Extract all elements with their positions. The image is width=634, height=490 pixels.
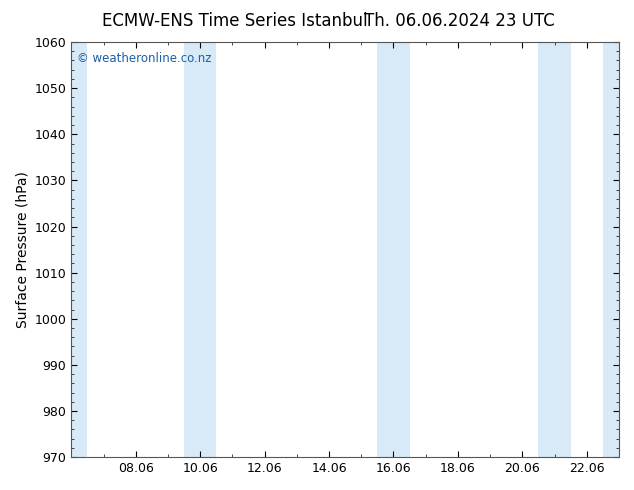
Bar (538, 42, 571, 457)
Bar (71, 42, 87, 457)
Bar (603, 42, 619, 457)
Bar (377, 42, 410, 457)
Bar (184, 42, 216, 457)
Text: Th. 06.06.2024 23 UTC: Th. 06.06.2024 23 UTC (365, 12, 555, 30)
Text: © weatheronline.co.nz: © weatheronline.co.nz (77, 52, 211, 66)
Text: ECMW-ENS Time Series Istanbul: ECMW-ENS Time Series Istanbul (102, 12, 367, 30)
Y-axis label: Surface Pressure (hPa): Surface Pressure (hPa) (15, 171, 29, 328)
